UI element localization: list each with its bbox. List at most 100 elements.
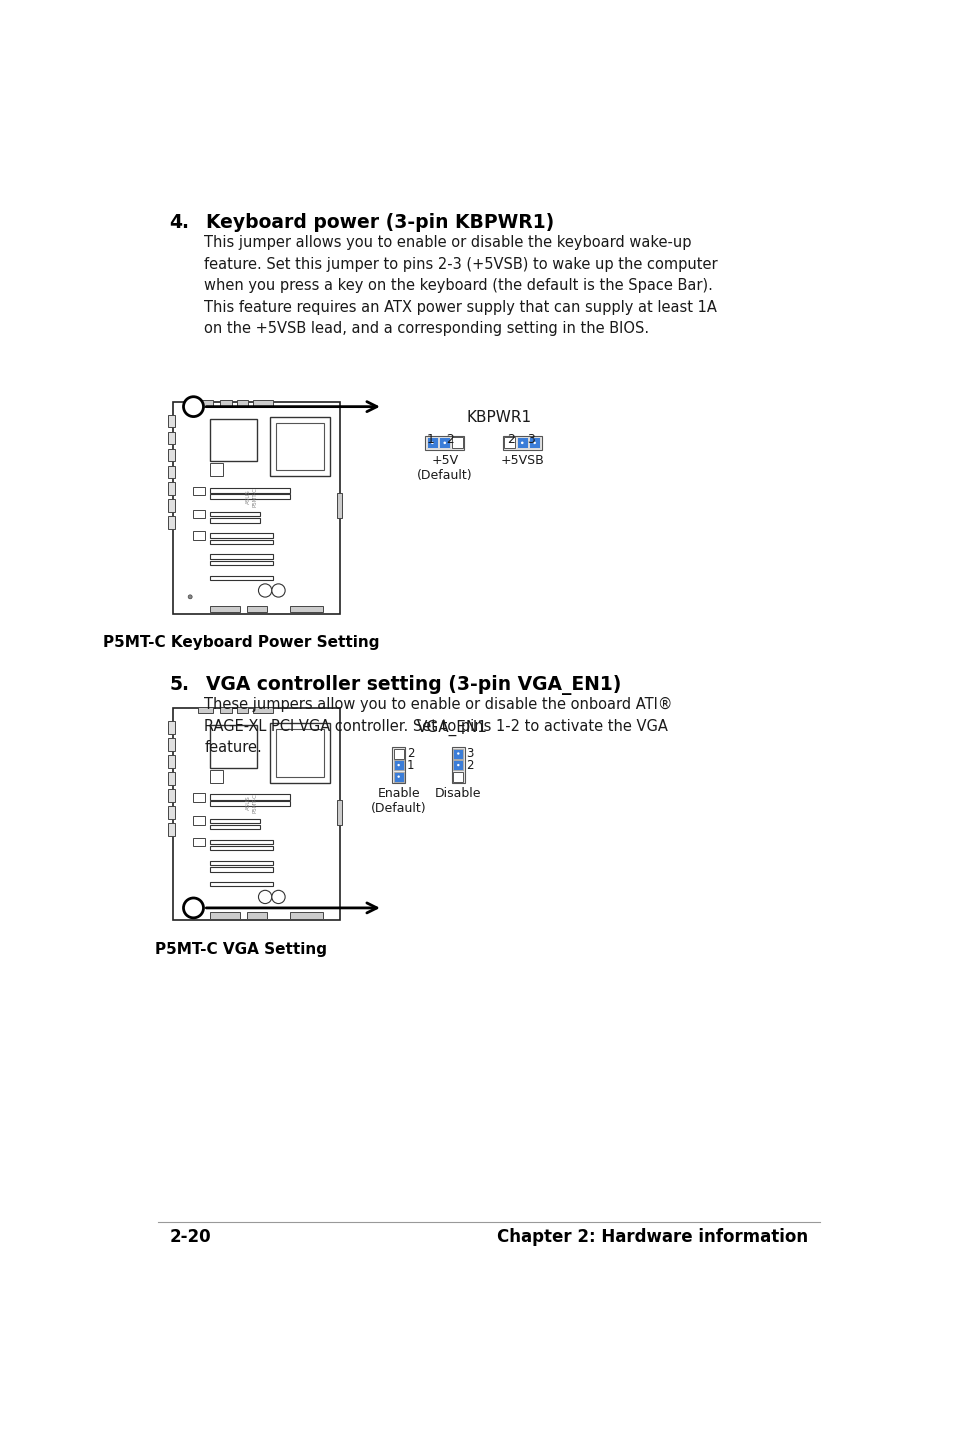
Bar xyxy=(275,423,324,470)
Bar xyxy=(290,912,323,919)
Bar xyxy=(168,722,174,733)
Bar xyxy=(210,512,260,516)
Bar xyxy=(210,463,223,476)
Bar xyxy=(392,746,405,784)
Bar xyxy=(210,725,256,768)
Text: 2: 2 xyxy=(406,748,414,761)
Bar xyxy=(210,575,274,580)
Circle shape xyxy=(258,890,272,903)
Bar xyxy=(193,531,205,539)
Text: 3: 3 xyxy=(466,748,474,761)
Bar xyxy=(168,805,174,818)
Circle shape xyxy=(397,764,399,766)
Bar xyxy=(210,861,274,866)
Bar xyxy=(173,403,340,614)
Text: VGA_EN1: VGA_EN1 xyxy=(416,720,487,736)
Bar xyxy=(517,437,527,449)
Bar xyxy=(220,400,232,407)
Text: Enable
(Default): Enable (Default) xyxy=(371,787,426,815)
Bar xyxy=(453,761,463,771)
Text: 1   2: 1 2 xyxy=(427,433,455,446)
Text: 4.: 4. xyxy=(170,213,190,233)
Bar xyxy=(168,823,174,835)
Bar xyxy=(210,533,274,538)
Bar xyxy=(168,755,174,768)
Bar xyxy=(210,539,274,544)
Bar xyxy=(193,838,205,846)
Circle shape xyxy=(258,584,272,597)
Bar xyxy=(275,729,324,777)
Bar xyxy=(247,605,267,613)
Circle shape xyxy=(188,902,192,906)
Bar xyxy=(427,437,437,449)
Circle shape xyxy=(183,397,203,417)
Bar xyxy=(210,825,260,830)
Bar xyxy=(210,519,260,523)
Bar xyxy=(210,840,274,844)
Bar xyxy=(210,801,290,805)
Bar xyxy=(168,738,174,751)
Bar xyxy=(193,794,205,801)
Text: KBPWR1: KBPWR1 xyxy=(466,410,531,424)
Bar xyxy=(210,487,290,493)
Bar xyxy=(210,794,290,800)
Bar xyxy=(198,707,213,713)
Bar xyxy=(210,769,223,782)
Bar xyxy=(394,772,403,782)
Text: P5MT-C Keyboard Power Setting: P5MT-C Keyboard Power Setting xyxy=(103,636,379,650)
Bar xyxy=(210,846,274,850)
Text: 2-20: 2-20 xyxy=(170,1228,211,1247)
Circle shape xyxy=(443,441,446,444)
Circle shape xyxy=(456,764,459,766)
Bar xyxy=(529,437,539,449)
Text: 5.: 5. xyxy=(170,676,190,695)
Bar xyxy=(210,912,240,919)
Text: Disable: Disable xyxy=(435,787,481,800)
Bar xyxy=(394,749,403,758)
Bar xyxy=(253,400,274,407)
Bar xyxy=(452,437,462,449)
Text: P5MT-C VGA Setting: P5MT-C VGA Setting xyxy=(155,942,327,956)
Bar xyxy=(453,749,463,758)
Circle shape xyxy=(520,441,523,444)
Bar xyxy=(247,912,267,919)
Text: Chapter 2: Hardware information: Chapter 2: Hardware information xyxy=(497,1228,807,1247)
Bar xyxy=(236,400,248,407)
Bar xyxy=(453,772,463,782)
Circle shape xyxy=(188,595,192,598)
Circle shape xyxy=(272,890,285,903)
Text: 2   3: 2 3 xyxy=(507,433,535,446)
Bar xyxy=(425,436,464,450)
Text: These jumpers allow you to enable or disable the onboard ATI®
RAGE-XL PCI VGA co: These jumpers allow you to enable or dis… xyxy=(204,697,672,755)
Bar xyxy=(193,486,205,495)
Bar xyxy=(253,707,274,713)
Bar xyxy=(168,483,174,495)
Bar xyxy=(210,555,274,559)
Text: ASUS
P5MT-C: ASUS P5MT-C xyxy=(246,794,257,812)
Bar xyxy=(270,723,330,782)
Bar xyxy=(439,437,450,449)
Bar xyxy=(168,516,174,529)
Circle shape xyxy=(183,897,203,917)
Bar xyxy=(168,772,174,785)
Bar xyxy=(210,605,240,613)
Bar xyxy=(210,867,274,871)
Text: Keyboard power (3-pin KBPWR1): Keyboard power (3-pin KBPWR1) xyxy=(193,213,554,233)
Bar xyxy=(193,510,205,519)
Text: VGA controller setting (3-pin VGA_EN1): VGA controller setting (3-pin VGA_EN1) xyxy=(193,676,620,696)
Bar xyxy=(220,707,232,713)
Circle shape xyxy=(533,441,536,444)
Circle shape xyxy=(431,441,434,444)
Bar xyxy=(193,817,205,825)
Bar xyxy=(168,431,174,444)
Bar xyxy=(168,449,174,462)
Bar xyxy=(210,818,260,823)
Bar xyxy=(336,800,341,825)
Bar xyxy=(336,493,341,519)
Circle shape xyxy=(397,775,399,778)
Bar xyxy=(504,437,515,449)
Text: This jumper allows you to enable or disable the keyboard wake-up
feature. Set th: This jumper allows you to enable or disa… xyxy=(204,234,718,336)
Bar xyxy=(452,746,464,784)
Bar xyxy=(270,417,330,476)
Bar xyxy=(502,436,541,450)
